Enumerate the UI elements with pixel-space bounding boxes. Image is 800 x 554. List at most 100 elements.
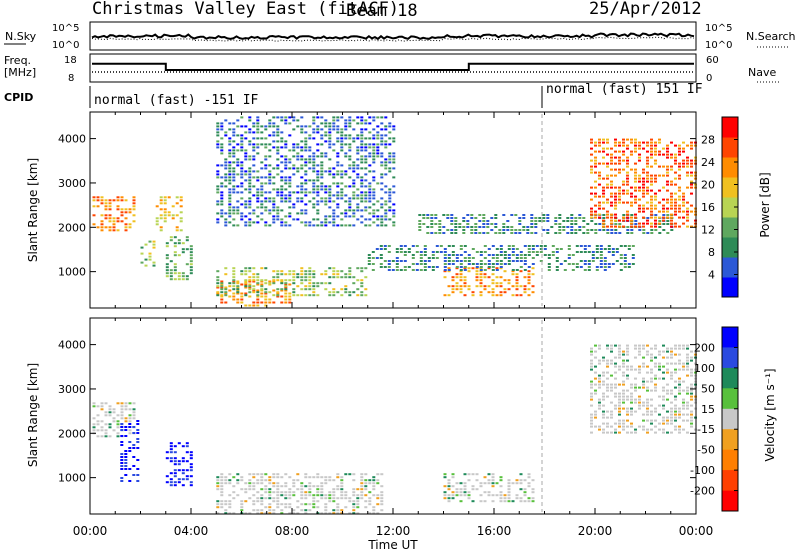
data-cell xyxy=(515,282,519,285)
data-cell xyxy=(296,285,300,288)
data-cell xyxy=(336,203,340,206)
data-cell xyxy=(124,474,128,476)
data-cell xyxy=(674,204,677,207)
data-cell xyxy=(240,173,244,176)
data-cell xyxy=(554,220,558,222)
data-cell xyxy=(531,263,535,265)
data-cell xyxy=(116,432,120,435)
data-cell xyxy=(686,210,689,213)
data-cell xyxy=(181,469,185,472)
data-cell xyxy=(364,200,368,203)
data-cell xyxy=(670,141,673,144)
data-cell xyxy=(463,294,467,297)
data-cell xyxy=(360,149,364,152)
data-cell xyxy=(510,226,514,228)
data-cell xyxy=(288,224,292,227)
data-cell xyxy=(614,383,617,386)
data-cell xyxy=(507,288,511,291)
data-cell xyxy=(165,451,169,454)
data-cell xyxy=(248,485,252,488)
data-cell xyxy=(627,245,631,247)
data-cell xyxy=(165,257,169,260)
y-tick-label: 2000 xyxy=(58,221,86,234)
data-cell xyxy=(232,170,236,173)
data-cell xyxy=(670,204,673,207)
data-cell xyxy=(376,497,380,500)
data-cell xyxy=(392,191,396,194)
data-cell xyxy=(316,188,320,191)
data-cell xyxy=(173,484,177,487)
data-cell xyxy=(602,222,605,225)
data-cell xyxy=(380,203,384,206)
data-cell xyxy=(356,149,360,152)
data-cell xyxy=(165,242,169,245)
data-cell xyxy=(463,269,467,271)
data-cell xyxy=(507,260,511,262)
data-cell xyxy=(598,141,601,144)
data-cell xyxy=(523,500,527,503)
data-cell xyxy=(324,122,328,125)
data-cell xyxy=(300,182,304,185)
data-cell xyxy=(384,140,388,143)
data-cell xyxy=(582,226,586,228)
data-cell xyxy=(451,260,455,262)
data-cell xyxy=(666,214,670,216)
data-cell xyxy=(674,371,677,374)
data-cell xyxy=(276,497,280,500)
data-cell xyxy=(431,266,435,268)
data-cell xyxy=(100,229,104,232)
data-cell xyxy=(360,131,364,134)
data-cell xyxy=(610,153,613,156)
data-cell xyxy=(686,404,689,407)
data-cell xyxy=(630,216,633,219)
data-cell xyxy=(622,201,625,204)
data-cell xyxy=(442,232,446,234)
data-cell xyxy=(618,425,621,428)
data-cell xyxy=(623,266,627,268)
data-cell xyxy=(364,146,368,149)
data-cell xyxy=(228,143,232,146)
data-cell xyxy=(595,266,599,268)
data-cell xyxy=(240,500,244,503)
data-cell xyxy=(686,207,689,210)
data-cell xyxy=(618,198,621,201)
data-cell xyxy=(654,389,657,392)
data-cell xyxy=(650,422,653,425)
data-cell xyxy=(471,248,475,250)
data-cell xyxy=(462,217,466,219)
data-cell xyxy=(288,292,292,295)
data-cell xyxy=(634,344,637,347)
data-cell xyxy=(523,288,527,291)
data-cell xyxy=(682,147,685,150)
data-cell xyxy=(260,509,264,512)
data-cell xyxy=(519,497,523,500)
data-cell xyxy=(264,497,268,500)
data-cell xyxy=(438,229,442,231)
data-cell xyxy=(483,269,487,271)
data-cell xyxy=(276,134,280,137)
data-cell xyxy=(332,143,336,146)
data-cell xyxy=(482,214,486,216)
data-cell xyxy=(594,159,597,162)
data-cell xyxy=(112,217,116,220)
data-cell xyxy=(284,188,288,191)
data-cell xyxy=(181,457,185,460)
data-cell xyxy=(256,500,260,503)
velocity-colorbar-tick-label: -200 xyxy=(690,485,715,498)
scatter-region xyxy=(216,116,396,227)
data-cell xyxy=(324,119,328,122)
data-cell xyxy=(527,282,531,285)
data-cell xyxy=(682,419,685,422)
data-cell xyxy=(555,251,559,253)
data-cell xyxy=(674,183,677,186)
data-cell xyxy=(623,245,627,247)
data-cell xyxy=(670,192,673,195)
data-cell xyxy=(108,426,112,429)
data-cell xyxy=(486,232,490,234)
data-cell xyxy=(618,232,622,234)
data-cell xyxy=(443,266,447,268)
data-cell xyxy=(328,125,332,128)
data-cell xyxy=(598,177,601,180)
data-cell xyxy=(602,395,605,398)
data-cell xyxy=(268,512,272,515)
